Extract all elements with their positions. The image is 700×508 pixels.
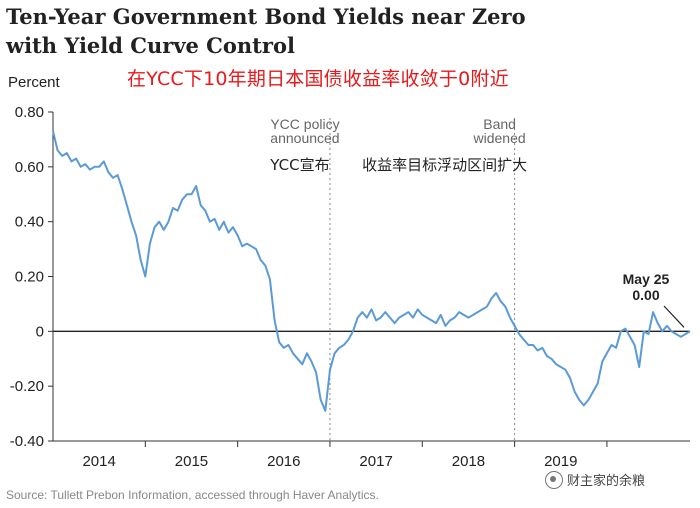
y-tick-label: 0.40 — [15, 214, 44, 231]
x-tick-label: 2018 — [452, 453, 485, 470]
annotation-label: YCC policy — [270, 116, 339, 132]
end-label: May 250.00 — [623, 271, 685, 328]
y-tick-label: 0.80 — [15, 104, 44, 121]
end-label-text: 0.00 — [632, 287, 659, 303]
chart-subtitle: 在YCC下10年期日本国债收益率收敛于0附近 — [127, 68, 509, 90]
chart-title-text: Ten-Year Government Bond Yields near Zer… — [6, 4, 526, 58]
y-tick-label: 0 — [36, 323, 44, 340]
end-label-leader — [663, 305, 685, 328]
chart-title: Ten-Year Government Bond Yields near Zer… — [6, 2, 566, 60]
grid-layer — [48, 111, 690, 447]
watermark-text: 财主家的余粮 — [567, 473, 646, 488]
y-tick-labels: 0.80 0.60 0.40 0.20 0 -0.20 -0.40 — [10, 104, 44, 450]
annotation-label: Band — [483, 116, 516, 132]
wechat-icon — [545, 470, 563, 489]
annotation-label-cn: 收益率目标浮动区间扩大 — [362, 156, 527, 174]
end-label-text: May 25 — [623, 271, 670, 287]
annotation-label-cn: YCC宣布 — [269, 156, 329, 174]
series-layer — [52, 130, 691, 412]
x-tick-labels: 2014 2015 2016 2017 2018 2019 — [82, 453, 577, 470]
y-tick-label: -0.20 — [10, 378, 44, 395]
annotation-label: widened — [473, 130, 526, 146]
y-tick-label: -0.40 — [10, 433, 44, 450]
x-tick-label: 2015 — [175, 453, 208, 470]
annotation-label: announced — [270, 130, 339, 146]
y-axis-label: Percent — [8, 74, 60, 91]
x-tick-label: 2017 — [359, 453, 392, 470]
x-tick-label: 2019 — [544, 453, 577, 470]
source-note: Source: Tullett Prebon Information, acce… — [6, 488, 379, 502]
y-tick-label: 0.60 — [15, 159, 44, 176]
y-tick-label: 0.20 — [15, 269, 44, 286]
x-tick-label: 2016 — [267, 453, 300, 470]
x-tick-label: 2014 — [82, 453, 115, 470]
watermark: 财主家的余粮 — [545, 470, 645, 489]
series-line — [52, 130, 691, 412]
